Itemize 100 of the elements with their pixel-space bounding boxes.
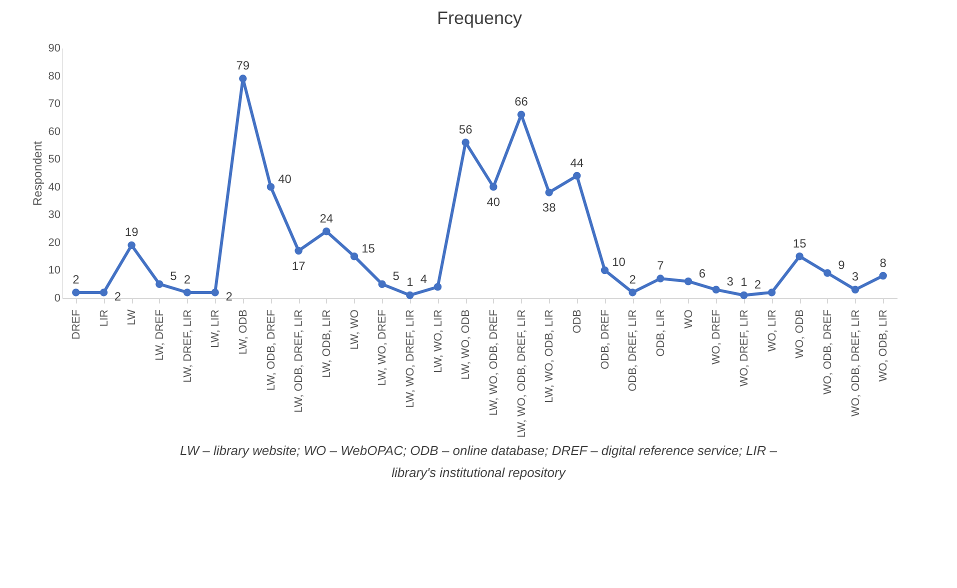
data-label: 44 [570,156,584,170]
data-label: 17 [292,258,306,273]
data-label: 3 [852,270,859,284]
data-label: 40 [278,172,292,186]
data-label: 3 [726,274,734,289]
x-tick-label: DREF [70,309,82,340]
y-tick-label: 30 [48,209,60,222]
data-label: 24 [320,211,334,226]
x-tick-label: LW, WO, DREF [376,309,389,386]
x-tick-label: LW, ODB, LIR [320,309,333,378]
x-tick-label: LW, ODB, DREF [265,309,278,391]
x-tick-label: LW, ODB, DREF, LIR [293,309,306,413]
point [72,288,80,296]
chart-title: Frequency [436,8,522,28]
text: LW – library website; WO – WebOPAC; ODB – online database; DREF – digital reference service; LIR – library's institutional repository [178,442,778,482]
x-tick-label: LW, DREF, LIR [182,309,194,383]
point [573,172,581,180]
point [740,291,748,300]
x-tick-label: LW, WO, ODB, DREF [488,309,500,416]
x-tick-label: WO, ODB, LIR [878,309,890,382]
y-tick-label: 20 [48,236,60,249]
data-label: 2 [72,272,80,286]
data-label: 2 [754,277,762,292]
y-tick-label: 90 [48,42,60,54]
point [824,269,832,277]
point [545,188,553,196]
x-tick-label: LW, WO, ODB [460,310,472,380]
data-label: 9 [838,258,846,272]
data-label: 4 [420,272,428,286]
x-tick-label: LIR [98,309,110,327]
x-tick-label: WO, DREF [710,309,723,364]
data-label: 8 [880,256,887,270]
x-tick-label: WO, LIR [766,309,778,352]
point [378,280,386,288]
data-label: 1 [740,275,748,290]
y-tick-label: 70 [48,98,60,110]
data-label: 10 [612,255,626,270]
point [879,272,887,280]
x-tick-label: LW [126,308,138,326]
x-tick-label: LW, LIR [210,309,222,348]
point [490,183,498,191]
x-tick-label: ODB, DREF, LIR [627,309,640,392]
point [796,252,804,260]
x-tick-label: LW, WO, DREF, LIR [404,309,416,408]
y-tick-label: 80 [48,70,60,82]
data-label: 7 [657,258,664,273]
point [851,286,860,294]
data-label: 2 [114,289,122,304]
data-label: 66 [514,94,528,109]
data-label: 5 [392,269,400,284]
data-label: 79 [236,58,250,73]
x-tick-label: LW, WO [348,309,361,350]
point [768,288,776,296]
data-label: 5 [170,269,178,284]
x-tick-label: LW, WO, LIR [432,309,444,373]
data-label: 38 [542,200,556,214]
point [211,288,219,296]
data-label: 2 [226,289,233,304]
x-tick-label: ODB [571,310,584,334]
point [350,252,358,260]
point [462,138,470,146]
point [656,274,664,282]
y-tick-label: 0 [54,292,60,304]
data-label: 2 [629,272,636,286]
x-tick-label: WO, ODB [794,310,806,358]
data-label: 19 [124,225,139,240]
point [294,246,302,255]
point [712,286,720,294]
y-tick-label: 60 [48,126,60,138]
y-axis-title: Respondent [30,140,44,206]
data-label: 6 [698,266,706,280]
point [434,283,442,291]
point [266,183,275,191]
point [183,288,192,296]
x-tick-label: LW, WO, ODB, DREF, LIR [516,309,528,438]
x-tick-label: WO, ODB, DREF [822,309,834,394]
point [406,291,414,300]
point [322,227,330,236]
data-label: 15 [362,241,376,256]
x-tick-label: ODB, LIR [654,309,667,357]
x-tick-label: LW, DREF [154,309,166,361]
point [156,280,164,288]
point [600,266,609,274]
x-tick-label: WO, DREF, LIR [738,309,750,387]
y-tick-label: 50 [48,154,60,166]
data-label: 56 [458,122,473,136]
y-tick-label: 10 [48,264,60,277]
point [128,241,136,250]
data-label: 2 [184,272,191,286]
point [100,288,108,296]
x-tick-label: ODB, DREF [599,309,612,370]
data-label: 15 [792,236,807,250]
point [684,277,692,286]
y-tick-label: 40 [48,181,60,194]
x-tick-label: LW, ODB [237,310,250,355]
data-label: 1 [406,275,414,290]
point [239,74,247,82]
x-tick-label: LW, WO, ODB, LIR [544,309,556,403]
point [628,288,636,296]
x-tick-label: WO, ODB, DREF, LIR [850,309,862,416]
